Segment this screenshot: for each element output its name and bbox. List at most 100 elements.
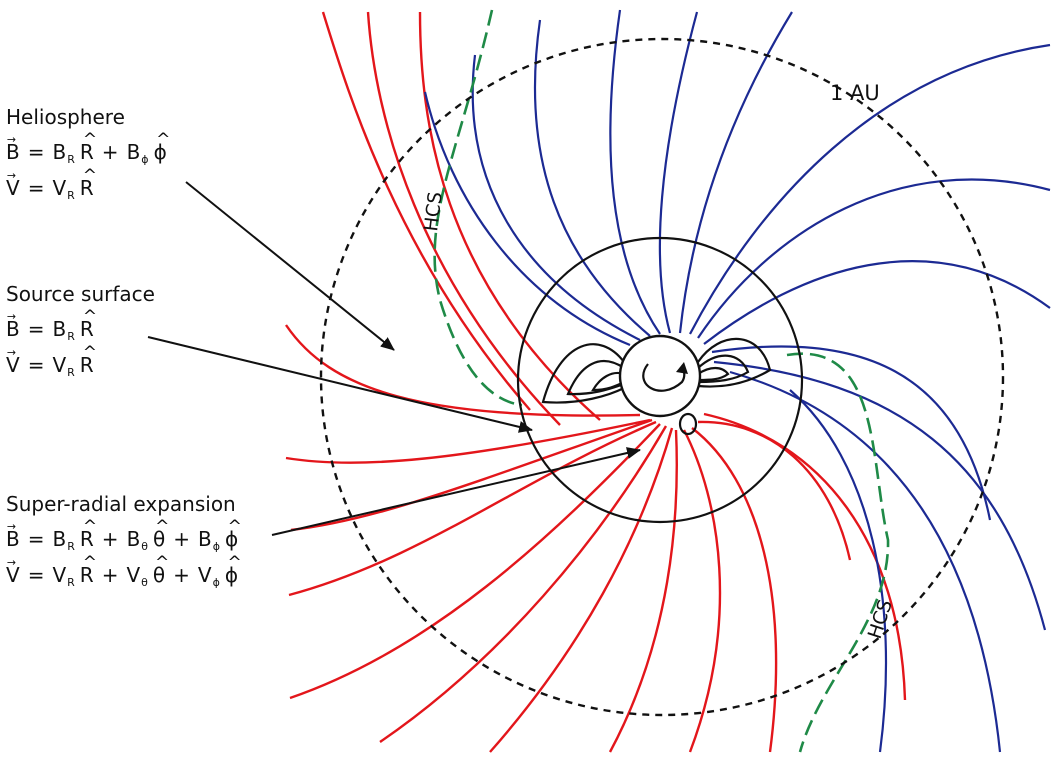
- vector-arrow-icon: →: [7, 310, 16, 323]
- vector-symbol: V: [6, 353, 20, 377]
- plus-sign: +: [102, 140, 119, 164]
- small-loop: [678, 412, 698, 436]
- unit-hat-icon: ^: [83, 553, 97, 573]
- unit-vector: R: [80, 176, 94, 200]
- vector-symbol: B: [6, 140, 20, 164]
- component-symbol: B: [127, 527, 141, 551]
- unit-vector: ϕ: [154, 140, 167, 164]
- red-field-line: [608, 429, 678, 753]
- component-symbol: V: [52, 176, 66, 200]
- unit-hat-icon: ^: [83, 343, 97, 363]
- blue-field-line: [697, 178, 1051, 339]
- plus-sign: +: [173, 563, 190, 587]
- component-subscript: R: [67, 330, 75, 343]
- plus-sign: +: [173, 527, 190, 551]
- plus-sign: +: [102, 527, 119, 551]
- unit-hat-icon: ^: [83, 166, 97, 186]
- hcs-lower: [786, 352, 890, 753]
- blue-field-line: [609, 9, 661, 335]
- equals-sign: =: [28, 563, 45, 587]
- blue-field-line: [689, 43, 1051, 335]
- component-subscript: R: [67, 366, 75, 379]
- equals-sign: =: [28, 140, 45, 164]
- blue-field-line: [678, 11, 793, 334]
- component-subscript: ϕ: [213, 576, 220, 589]
- sun: [618, 334, 702, 418]
- vector-arrow-icon: →: [7, 520, 16, 533]
- blue-field-line: [729, 370, 1002, 753]
- blue-field-line: [471, 54, 641, 341]
- red-field-line: [289, 423, 661, 700]
- vector-symbol: V: [6, 176, 20, 200]
- source-surface-circle: [516, 236, 804, 524]
- closed-loop-right: [697, 366, 730, 382]
- component-subscript: R: [67, 189, 75, 202]
- red-field-line: [682, 429, 722, 753]
- vector-arrow-icon: →: [7, 169, 16, 182]
- blue-field-line: [713, 360, 1047, 631]
- blue-field-line: [703, 260, 1051, 345]
- red-field-line: [321, 11, 531, 411]
- blue-field-line: [533, 19, 651, 337]
- component-subscript: ϕ: [141, 153, 148, 166]
- blue-field-line: [423, 91, 631, 347]
- unit-hat-icon: ^: [83, 517, 97, 537]
- unit-hat-icon: ^: [83, 130, 97, 150]
- equals-sign: =: [28, 317, 45, 341]
- red-field-line: [691, 427, 778, 753]
- vector-arrow-icon: →: [7, 346, 16, 359]
- blue-field-line: [711, 345, 992, 521]
- unit-vector: θ: [153, 563, 165, 587]
- source-surface-arrow: [147, 336, 533, 433]
- component-subscript: θ: [141, 540, 148, 553]
- component-subscript: R: [67, 576, 75, 589]
- unit-hat-icon: ^: [227, 553, 241, 573]
- closed-loop-right: [697, 354, 750, 384]
- red-field-line: [285, 418, 651, 464]
- unit-hat-icon: ^: [155, 517, 169, 537]
- plus-sign: +: [102, 563, 119, 587]
- closed-loop-right: [697, 337, 772, 388]
- red-field-line: [285, 324, 641, 417]
- unit-vector: R: [80, 317, 94, 341]
- unit-vector: ϕ: [225, 563, 238, 587]
- component-symbol: B: [198, 527, 212, 551]
- vector-arrow-icon: →: [7, 133, 16, 146]
- unit-hat-icon: ^: [83, 307, 97, 327]
- unit-vector: R: [80, 353, 94, 377]
- unit-vector: R: [80, 563, 94, 587]
- unit-vector: R: [80, 527, 94, 551]
- unit-vector: ϕ: [225, 527, 238, 551]
- equals-sign: =: [28, 176, 45, 200]
- component-subscript: ϕ: [213, 540, 220, 553]
- red-field-line: [379, 425, 668, 743]
- vector-symbol: B: [6, 317, 20, 341]
- red-field-line: [489, 427, 674, 753]
- red-field-line: [703, 412, 907, 701]
- red-field-line: [288, 420, 657, 597]
- hcs-upper: [433, 9, 523, 407]
- closed-loops: [541, 337, 772, 436]
- rotation-arrowhead-icon: [676, 362, 688, 374]
- closed-loop-left: [541, 343, 625, 404]
- vector-arrow-icon: →: [7, 556, 16, 569]
- unit-vector: R: [80, 140, 94, 164]
- component-symbol: V: [126, 563, 140, 587]
- one-au-orbit: [319, 37, 1005, 717]
- vector-symbol: V: [6, 563, 20, 587]
- hcs-lower-label: HCS: [864, 597, 897, 641]
- au-label: 1 AU: [830, 81, 880, 105]
- red-field-lines: [285, 11, 907, 753]
- component-symbol: B: [53, 527, 67, 551]
- equals-sign: =: [28, 353, 45, 377]
- equals-sign: =: [28, 527, 45, 551]
- unit-vector: θ: [153, 527, 165, 551]
- unit-hat-icon: ^: [228, 517, 242, 537]
- closed-loop-left: [591, 371, 625, 392]
- super-radial-arrow: [271, 447, 641, 536]
- component-symbol: B: [53, 317, 67, 341]
